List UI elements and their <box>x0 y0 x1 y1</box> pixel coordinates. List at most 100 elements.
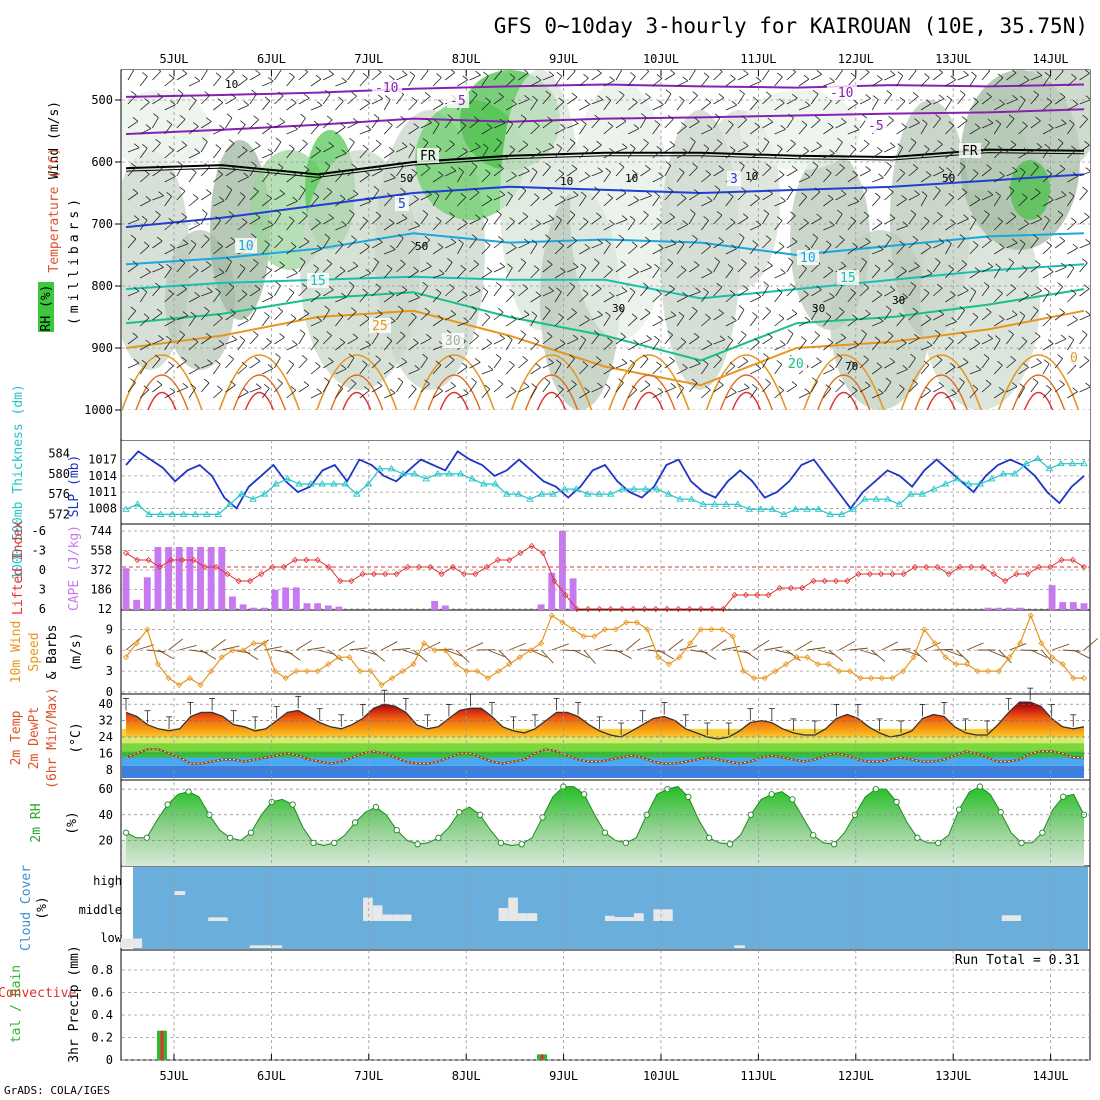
wind-barb <box>347 265 359 273</box>
wind-barb <box>993 247 1005 255</box>
wind-barb-flag <box>544 378 551 383</box>
wind-barb <box>469 381 477 393</box>
wind-barb <box>774 102 785 111</box>
wind-barb-flag <box>447 186 453 191</box>
wind-barb <box>298 241 310 249</box>
surface-wind-barb <box>945 649 963 657</box>
wind-barb-flag <box>397 305 404 311</box>
wind-barb-flag <box>874 336 881 342</box>
wind-barb <box>213 200 225 207</box>
wind-barb <box>945 393 957 399</box>
wind-barb <box>579 175 591 183</box>
rh-point <box>997 809 1004 816</box>
wind-barb <box>981 96 992 105</box>
wind-speed-point <box>378 681 385 689</box>
wind-barb <box>591 118 600 129</box>
wind-barb-flag <box>1032 306 1039 311</box>
wind-barb-flag <box>836 353 843 359</box>
wind-barb-flag <box>328 285 334 291</box>
wind-barb <box>322 309 330 321</box>
wind-barb <box>823 388 832 399</box>
wind-barb-flag <box>201 209 208 214</box>
wind-barb-flag <box>1036 214 1043 220</box>
wind-barb <box>969 199 981 207</box>
li-point <box>821 577 828 585</box>
wind-barb <box>835 337 847 345</box>
li-point <box>1013 570 1020 578</box>
wind-barb <box>676 126 687 135</box>
wind-barb <box>762 95 772 105</box>
wind-barb-flag <box>266 194 272 199</box>
wind-barb <box>164 221 174 231</box>
wind-speed-point <box>186 675 193 682</box>
wind-barb <box>542 382 551 393</box>
wind-barb-flag <box>642 354 649 360</box>
wind-barb-flag <box>1046 313 1052 318</box>
wind-barb-flag <box>413 266 419 272</box>
wind-barb <box>1006 144 1017 153</box>
thickness-point <box>710 500 719 507</box>
cape-bar <box>228 596 236 610</box>
wind-barb-flag <box>533 193 540 198</box>
wind-barb <box>432 123 440 135</box>
wind-barb <box>554 245 564 255</box>
cloud-bar <box>663 909 673 921</box>
temp-band <box>122 737 1084 744</box>
wind-barb-flag <box>217 98 224 103</box>
wind-barb-flag <box>914 190 920 195</box>
wind-barb <box>261 316 270 327</box>
wind-barb-flag <box>1044 215 1050 221</box>
wind-barb-flag <box>191 96 197 101</box>
wind-barb-flag <box>215 287 221 293</box>
wind-barb <box>652 365 662 375</box>
wind-barb <box>701 389 711 399</box>
wind-barb-flag <box>656 361 662 367</box>
wind-barb <box>1092 244 1099 254</box>
wind-barb-flag <box>1048 267 1054 273</box>
wind-barb-flag <box>901 338 907 344</box>
wind-barb-flag <box>338 96 344 102</box>
wind-barb-flag <box>885 305 892 311</box>
temp-tick-label: 8 <box>106 763 113 777</box>
rh-point <box>185 788 192 795</box>
wind-axis-units: (m/s) <box>69 632 84 671</box>
wind-barb <box>139 343 151 351</box>
wind-barb-flag <box>433 119 440 125</box>
wind-barb-flag <box>631 385 638 390</box>
wind-barb <box>359 220 368 231</box>
wind-barb-flag <box>251 89 257 95</box>
wind-barb-flag <box>509 217 515 222</box>
wind-barb <box>323 74 334 81</box>
wind-barb-flag <box>275 281 281 287</box>
wind-barb-flag <box>351 91 357 97</box>
wind-barb-flag <box>827 338 834 343</box>
li-point <box>122 549 130 557</box>
thickness-point <box>641 485 650 492</box>
li-point <box>494 556 501 564</box>
wind-barb-flag <box>156 380 163 386</box>
wind-barb <box>396 263 406 273</box>
wind-barb-flag <box>667 258 674 264</box>
wind-barb <box>493 168 504 177</box>
wind-barb <box>286 200 298 207</box>
wind-barb-flag <box>241 361 248 367</box>
wind-barb-flag <box>482 287 489 292</box>
wind-barb <box>579 104 591 111</box>
thickness-point <box>780 510 788 517</box>
wind-barb-flag <box>812 377 818 383</box>
wind-speed-line <box>125 613 1084 686</box>
wind-barb-flag <box>535 291 542 296</box>
surface-wind-barb <box>221 645 240 651</box>
wind-barb-flag <box>365 268 372 274</box>
diurnal-isotherm <box>719 374 774 410</box>
date-label-top: 6JUL <box>257 52 286 66</box>
wind-barb-flag <box>987 118 994 124</box>
wind-barb-flag <box>401 357 408 363</box>
wind-barb <box>981 358 990 369</box>
wind-barb-flag <box>829 292 835 298</box>
wind-barb-flag <box>1021 193 1028 198</box>
wind-barb <box>1030 290 1042 297</box>
wind-barb <box>445 242 457 249</box>
wind-speed-point <box>995 668 1002 675</box>
diurnal-isotherm <box>1023 391 1054 410</box>
